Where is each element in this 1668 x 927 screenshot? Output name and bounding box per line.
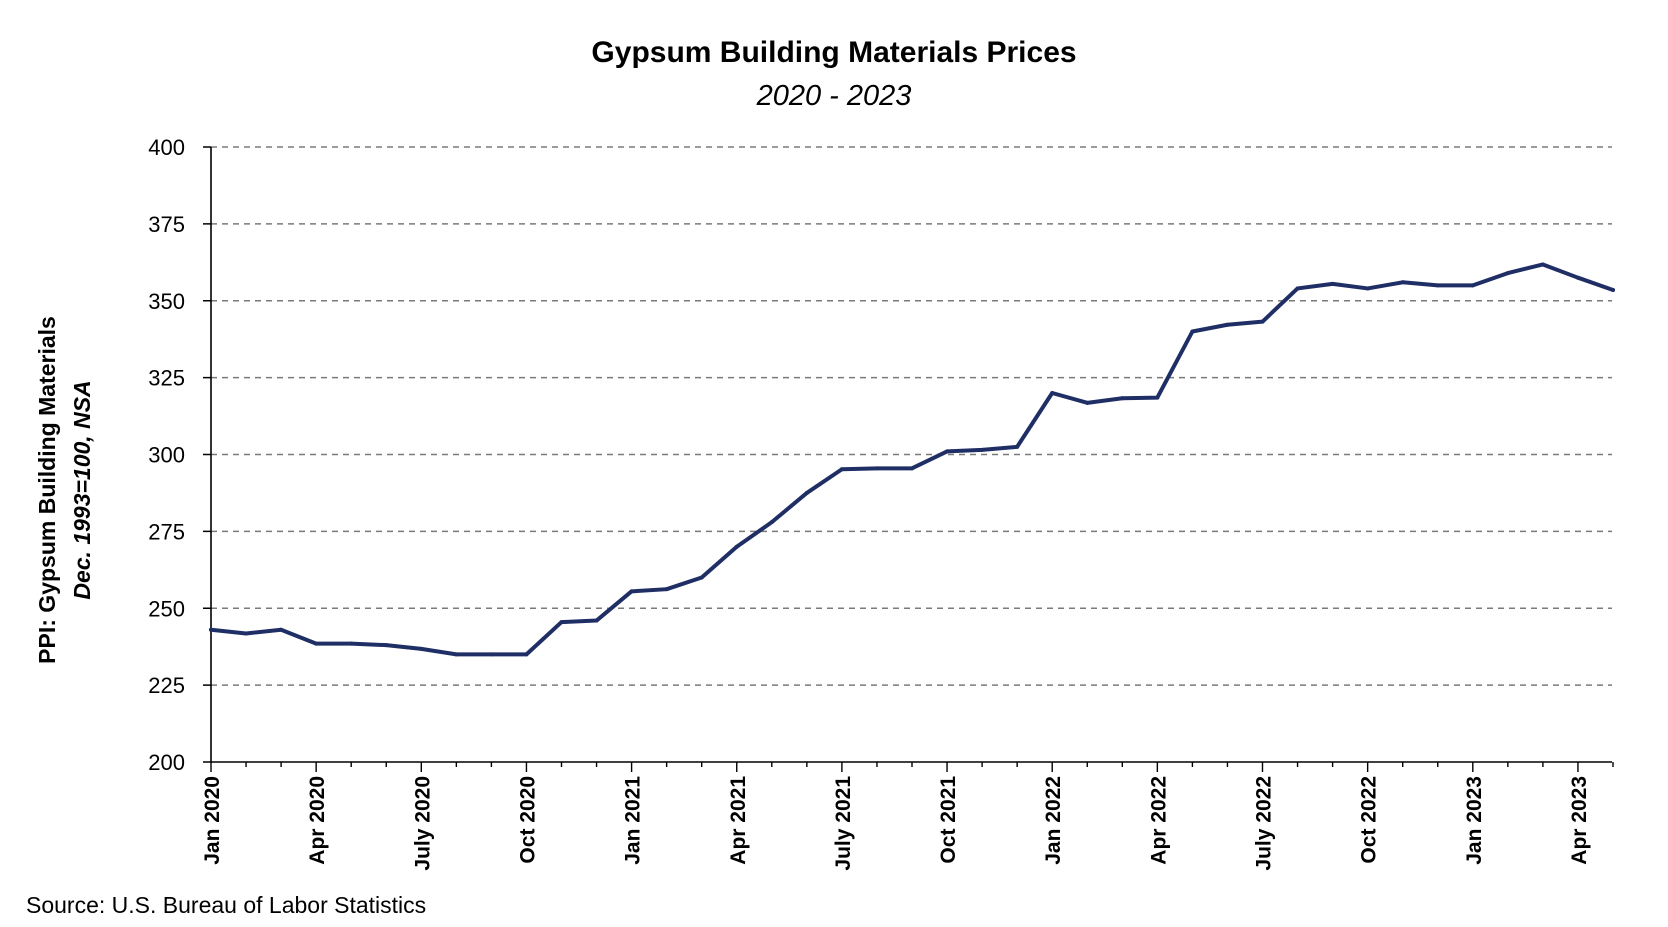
x-tick-label: July 2020 xyxy=(411,776,434,871)
data-point xyxy=(1050,391,1055,395)
data-point xyxy=(839,467,844,472)
series-group xyxy=(209,262,1615,657)
data-point xyxy=(1155,395,1160,400)
x-tick-label: Apr 2020 xyxy=(306,776,329,865)
data-point xyxy=(454,652,459,657)
y-tick-label: 350 xyxy=(148,289,185,314)
series-line xyxy=(209,262,1615,657)
data-point xyxy=(524,652,529,657)
data-point xyxy=(804,490,809,495)
data-point xyxy=(1085,400,1090,405)
data-point xyxy=(769,520,774,525)
chart-subtitle: 2020 - 2023 xyxy=(756,80,912,112)
data-point xyxy=(1540,262,1545,267)
data-point xyxy=(1435,283,1440,288)
x-tick-label: Oct 2021 xyxy=(937,776,960,864)
y-tick-label: 300 xyxy=(148,443,185,468)
y-tick-label: 400 xyxy=(148,135,185,160)
data-point xyxy=(209,627,213,632)
x-tick-label: Jan 2020 xyxy=(201,776,224,865)
data-point xyxy=(1575,275,1580,280)
y-tick-label: 200 xyxy=(148,750,185,775)
data-point xyxy=(699,575,704,580)
data-point xyxy=(1120,396,1125,401)
data-point xyxy=(1400,280,1405,285)
x-tick-labels: Jan 2020 Apr 2020 July 2020 Oct 2020 Jan 202… xyxy=(201,776,1591,871)
data-point xyxy=(734,544,739,549)
data-point xyxy=(559,620,564,625)
y-tick-labels: 200 225 250 275 300 325 350 375 400 xyxy=(148,135,185,775)
data-point xyxy=(980,447,985,452)
data-point xyxy=(1225,322,1230,327)
y-axis-label: PPI: Gypsum Building Materials xyxy=(34,316,60,664)
y-axis-sublabel: Dec. 1993=100, NSA xyxy=(69,380,95,599)
data-point xyxy=(489,652,494,657)
data-point xyxy=(384,643,389,648)
data-point xyxy=(1470,283,1475,288)
y-tick-label: 275 xyxy=(148,519,185,544)
x-tick-label: Apr 2022 xyxy=(1147,776,1170,865)
data-point xyxy=(1330,281,1335,286)
x-tick-label: Apr 2023 xyxy=(1568,776,1591,865)
data-point xyxy=(945,449,950,454)
chart-title: Gypsum Building Materials Prices xyxy=(591,36,1077,69)
y-tick-label: 325 xyxy=(148,366,185,391)
gridlines xyxy=(211,146,1612,686)
data-point xyxy=(314,641,319,646)
x-tick-label: Jan 2022 xyxy=(1042,776,1065,865)
x-tick-label: July 2022 xyxy=(1253,776,1276,871)
x-tick-label: Jan 2021 xyxy=(622,776,645,865)
source-note: Source: U.S. Bureau of Labor Statistics xyxy=(26,892,427,918)
data-point xyxy=(1611,287,1615,292)
axes xyxy=(203,146,1614,772)
x-tick-label: Jan 2023 xyxy=(1463,776,1486,865)
data-point xyxy=(1505,271,1510,276)
x-tick-label: Oct 2020 xyxy=(516,776,539,864)
x-tick-label: July 2021 xyxy=(832,776,855,871)
x-tick-label: Apr 2021 xyxy=(727,776,750,865)
data-point xyxy=(594,618,599,623)
data-point xyxy=(874,466,879,471)
data-point xyxy=(349,641,354,646)
data-point xyxy=(419,646,424,651)
y-tick-label: 375 xyxy=(148,212,185,237)
data-point xyxy=(1295,286,1300,291)
data-point xyxy=(279,627,284,632)
data-point xyxy=(1260,319,1265,324)
data-point xyxy=(1190,329,1195,334)
data-point xyxy=(244,631,249,636)
data-point xyxy=(629,589,634,594)
y-tick-label: 250 xyxy=(148,596,185,621)
data-point xyxy=(1015,444,1020,449)
data-point xyxy=(910,466,914,471)
y-tick-label: 225 xyxy=(148,673,185,698)
data-point xyxy=(664,587,669,592)
data-point xyxy=(1365,286,1370,291)
x-tick-label: Oct 2022 xyxy=(1358,776,1381,864)
